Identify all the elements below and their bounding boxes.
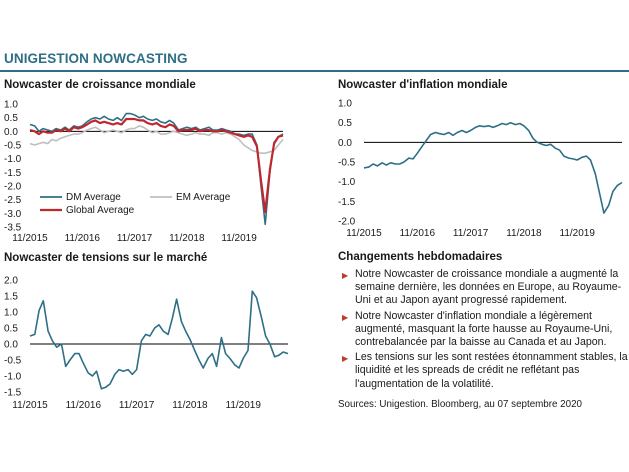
note-item: ▶ Les tensions sur les sont restées étonn… [340, 351, 628, 391]
growth-y-tick-label: -2.5 [4, 195, 22, 206]
growth-x-tick-label: 11/2015 [12, 233, 48, 244]
inflation-x-tick-label: 11/2018 [506, 228, 542, 239]
growth-y-tick-label: -3.0 [4, 209, 22, 220]
inflation-series-line [363, 121, 623, 214]
note-text: Notre Nowcaster de croissance mondiale a… [355, 268, 622, 307]
note-text: Les tensions sur les sont restées étonna… [355, 351, 628, 390]
growth-x-tick-label: 11/2017 [117, 233, 153, 244]
risk-x-tick-label: 11/2016 [66, 400, 102, 411]
note-item: ▶ Notre Nowcaster d'inflation mondiale a … [340, 310, 628, 350]
weekly-notes: ▶ Notre Nowcaster de croissance mondiale … [340, 268, 628, 393]
risk-y-tick-label: -1.0 [4, 372, 22, 383]
growth-x-tick-label: 11/2019 [221, 233, 257, 244]
inflation-y-tick-label: -1.0 [338, 177, 356, 188]
inflation-y-tick-label: 1.0 [338, 99, 352, 110]
growth-y-tick-label: -1.5 [4, 168, 22, 179]
risk-y-tick-label: 0.0 [4, 340, 18, 351]
sources-note: Sources: Unigestion. Bloomberg, au 07 se… [338, 399, 582, 410]
growth-y-tick-label: -3.5 [4, 223, 22, 234]
inflation-x-tick-label: 11/2015 [346, 228, 382, 239]
risk-y-tick-label: 1.5 [4, 292, 18, 303]
risk-y-tick-label: 1.0 [4, 308, 18, 319]
risk-x-tick-label: 11/2015 [12, 400, 48, 411]
risk-x-tick-label: 11/2018 [172, 400, 208, 411]
growth-y-tick-label: 0.5 [4, 113, 18, 124]
growth-y-tick-label: -1.0 [4, 154, 22, 165]
risk-series-line [29, 290, 289, 390]
header-divider [0, 70, 629, 72]
note-item: ▶ Notre Nowcaster de croissance mondiale … [340, 268, 628, 308]
growth-x-tick-label: 11/2016 [65, 233, 101, 244]
page-title: UNIGESTION NOWCASTING [4, 51, 188, 66]
notes-title: Changements hebdomadaires [338, 251, 503, 263]
growth-series-em-average [29, 125, 284, 154]
inflation-x-tick-label: 11/2019 [560, 228, 596, 239]
inflation-chart-title: Nowcaster d'inflation mondiale [338, 79, 508, 91]
risk-y-tick-label: -1.5 [4, 388, 22, 399]
risk-y-tick-label: -0.5 [4, 356, 22, 367]
growth-y-tick-label: 1.0 [4, 100, 18, 111]
risk-x-tick-label: 11/2017 [119, 400, 155, 411]
inflation-y-tick-label: -1.5 [338, 197, 356, 208]
inflation-x-tick-label: 11/2016 [400, 228, 436, 239]
growth-y-tick-label: -0.5 [4, 141, 22, 152]
growth-x-tick-label: 11/2018 [169, 233, 205, 244]
growth-y-tick-label: -2.0 [4, 182, 22, 193]
risk-chart-title: Nowcaster de tensions sur le marché [4, 252, 208, 264]
growth-chart-title: Nowcaster de croissance mondiale [4, 79, 196, 91]
legend-label-dm-average: DM Average [66, 192, 121, 203]
bullet-arrow-icon: ▶ [342, 271, 349, 280]
growth-y-tick-label: 0.0 [4, 127, 18, 138]
growth-series-global-average [29, 117, 284, 214]
risk-x-tick-label: 11/2019 [226, 400, 262, 411]
note-text: Notre Nowcaster d'inflation mondiale a l… [355, 309, 613, 349]
inflation-y-tick-label: 0.5 [338, 118, 352, 129]
legend-label-global-average: Global Average [66, 205, 135, 216]
inflation-y-tick-label: -0.5 [338, 158, 356, 169]
inflation-y-tick-label: -2.0 [338, 217, 356, 228]
inflation-x-tick-label: 11/2017 [453, 228, 489, 239]
risk-y-tick-label: 0.5 [4, 324, 18, 335]
bullet-arrow-icon: ▶ [342, 312, 349, 322]
inflation-y-tick-label: 0.0 [338, 138, 352, 149]
risk-y-tick-label: 2.0 [4, 276, 18, 287]
bullet-arrow-icon: ▶ [342, 354, 349, 364]
legend-label-em-average: EM Average [176, 192, 231, 203]
